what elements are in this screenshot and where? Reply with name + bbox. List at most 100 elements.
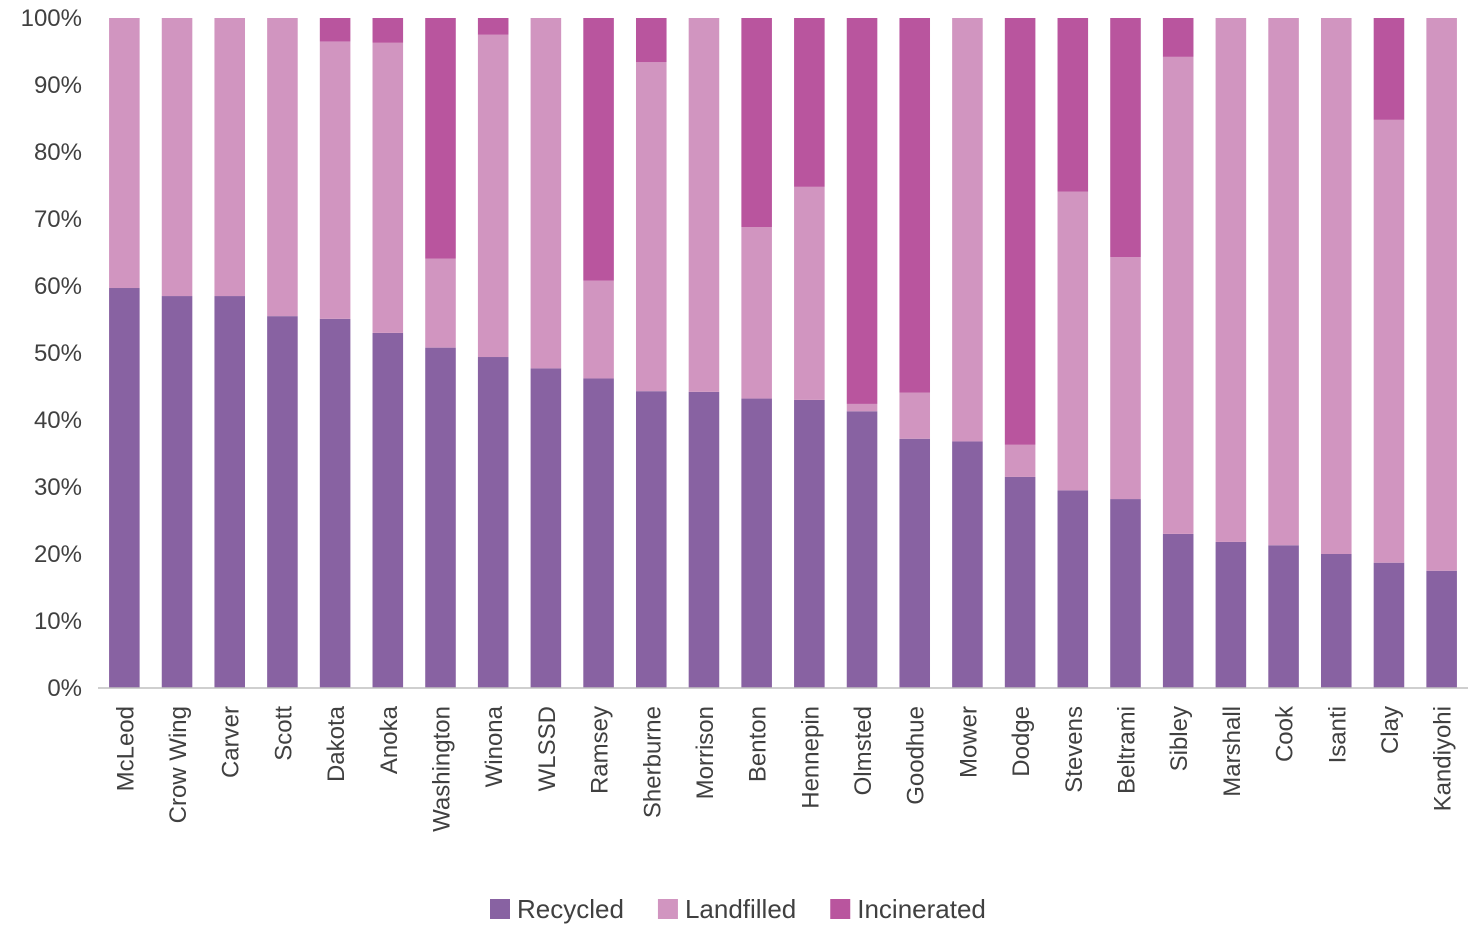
bar-segment-recycled (635, 391, 667, 688)
bar-segment-landfilled (1373, 119, 1405, 563)
y-tick-label: 30% (34, 474, 82, 501)
bar-segment-landfilled (794, 186, 825, 400)
bar-segment-landfilled (214, 18, 246, 297)
bar-segment-landfilled (583, 280, 614, 379)
bar-segment-landfilled (688, 18, 720, 392)
bar-segment-landfilled (1268, 18, 1299, 546)
bar-segment-landfilled (267, 18, 298, 317)
bar-segment-landfilled (1426, 18, 1457, 571)
category-label: Dakota (323, 705, 350, 782)
category-label: Marshall (1219, 706, 1246, 797)
bar-segment-landfilled (425, 258, 456, 348)
bar-segment-recycled (109, 288, 140, 688)
category-label: Washington (429, 706, 456, 832)
bar-segment-landfilled (1004, 444, 1036, 477)
y-tick-label: 20% (34, 541, 82, 568)
y-tick-label: 80% (34, 139, 82, 166)
bar-segment-incinerated (319, 18, 351, 42)
y-tick-label: 50% (34, 340, 82, 367)
y-axis: 0% 10% 20% 30% 40% 50% 60% 70% 80% 90% 100% (21, 5, 82, 702)
bar-segment-incinerated (1110, 18, 1141, 258)
legend-swatch-landfilled (657, 899, 678, 919)
y-tick-label: 90% (34, 72, 82, 99)
legend-swatch-recycled (490, 899, 510, 919)
category-label: Clay (1377, 706, 1404, 754)
bar-segment-incinerated (899, 18, 931, 393)
category-label: Carver (218, 706, 245, 778)
bar-segment-recycled (952, 441, 983, 688)
bar-segment-recycled (214, 296, 246, 688)
bar-segment-recycled (1426, 570, 1457, 688)
bar-segment-incinerated (794, 18, 825, 187)
category-label: Crow Wing (165, 706, 192, 823)
bar-segment-recycled (319, 318, 351, 688)
y-tick-label: 0% (47, 675, 82, 702)
category-label: Morrison (692, 706, 719, 799)
bar-segment-landfilled (161, 18, 193, 297)
bar-segment-landfilled (1110, 257, 1141, 500)
bar-segment-recycled (425, 347, 456, 688)
bar-segment-recycled (688, 391, 720, 688)
bar-segment-incinerated (425, 18, 456, 259)
bar-segment-incinerated (1162, 18, 1194, 57)
category-label: Sibley (1166, 706, 1193, 771)
legend-label-recycled: Recycled (517, 894, 624, 924)
y-tick-label: 10% (34, 608, 82, 635)
bar-segment-recycled (1004, 476, 1036, 688)
category-label: Anoka (376, 705, 403, 774)
bar-segment-landfilled (530, 18, 562, 369)
x-axis-labels: McLeod Crow Wing Carver Scott Dakota Anoka Was… (112, 705, 1456, 832)
bar-segment-landfilled (1162, 56, 1194, 534)
bar-segment-landfilled (372, 42, 404, 333)
bar-segment-incinerated (477, 18, 509, 35)
category-label: Dodge (1008, 706, 1035, 777)
category-label: Sherburne (639, 706, 666, 818)
category-label: Goodhue (903, 706, 930, 805)
legend-swatch-incinerated (830, 899, 851, 919)
bar-segment-recycled (1320, 554, 1352, 688)
bar-segment-recycled (267, 316, 298, 688)
bar-segment-recycled (846, 411, 878, 688)
bar-segment-incinerated (583, 18, 614, 281)
bar-segment-recycled (741, 398, 772, 688)
bar-segment-incinerated (635, 18, 667, 63)
bar-segment-landfilled (1320, 18, 1352, 554)
bar-segment-recycled (1373, 562, 1405, 688)
category-label: McLeod (112, 706, 139, 791)
bar-segment-incinerated (1057, 18, 1089, 192)
bar-segment-landfilled (1057, 191, 1089, 491)
category-label: Mower (955, 706, 982, 778)
category-label: Hennepin (797, 706, 824, 809)
y-tick-label: 40% (34, 407, 82, 434)
bar-segment-recycled (794, 399, 825, 688)
category-label: Cook (1272, 705, 1299, 762)
bar-segment-landfilled (109, 18, 140, 289)
category-label: Beltrami (1114, 706, 1141, 794)
bar-segment-landfilled (741, 227, 772, 399)
bar-segment-incinerated (372, 18, 404, 43)
bar-segment-recycled (1215, 541, 1247, 688)
category-label: Stevens (1061, 706, 1088, 793)
category-label: Ramsey (587, 706, 614, 794)
category-label: Scott (270, 706, 297, 761)
bar-segment-recycled (161, 296, 193, 688)
bar-segment-recycled (372, 332, 404, 688)
bar-segment-recycled (899, 438, 931, 688)
bar-segment-landfilled (635, 62, 667, 392)
category-label: Kandiyohi (1430, 706, 1457, 811)
bar-segment-recycled (530, 368, 562, 688)
category-label: Isanti (1324, 706, 1351, 763)
legend-label-landfilled: Landfilled (685, 894, 796, 924)
category-label: WLSSD (534, 706, 561, 791)
bar-segment-landfilled (1215, 18, 1247, 542)
bar-segment-recycled (1057, 490, 1089, 688)
legend: Recycled Landfilled Incinerated (490, 894, 986, 924)
bar-segment-landfilled (477, 34, 509, 358)
bar-segment-recycled (1162, 533, 1194, 688)
category-label: Winona (481, 705, 508, 787)
bar-segment-incinerated (741, 18, 772, 228)
category-label: Olmsted (850, 706, 877, 795)
bar-segment-incinerated (846, 18, 878, 404)
bar-segment-landfilled (319, 41, 351, 319)
